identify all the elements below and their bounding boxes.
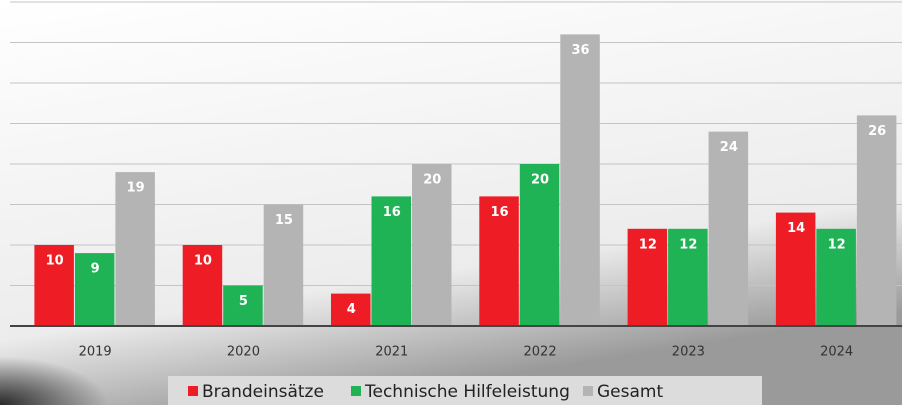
bar [263,204,304,326]
bar [412,164,452,326]
data-label: 16 [383,205,401,220]
x-tick-label: 2020 [227,345,260,360]
data-label: 12 [639,237,657,252]
data-label: 16 [491,205,509,220]
data-label: 10 [194,254,212,269]
data-label: 5 [239,294,248,309]
data-label: 20 [423,173,441,188]
data-label: 15 [275,213,293,228]
x-tick-label: 2021 [375,345,408,360]
data-label: 36 [572,43,590,58]
bar [479,196,519,326]
bar [115,172,155,326]
bar [519,164,560,326]
bar [775,212,816,326]
legend-swatch [583,386,593,396]
data-label: 26 [868,124,886,139]
bar [223,285,263,326]
data-label: 10 [46,254,64,269]
x-tick-label: 2019 [79,345,112,360]
data-label: 9 [91,262,100,277]
bar [627,228,668,326]
bar [668,228,708,326]
bar [74,253,115,326]
legend-label: Technische Hilfeleistung [364,382,570,402]
bar [34,245,74,326]
bar [708,131,749,326]
bar [371,196,411,326]
bar [816,228,856,326]
bar [331,293,371,326]
data-label: 12 [828,237,846,252]
bar [856,115,897,327]
x-tick-label: 2022 [524,345,557,360]
legend-label: Gesamt [597,382,663,402]
data-label: 24 [720,140,738,155]
data-label: 4 [347,302,356,317]
data-label: 20 [531,173,549,188]
legend-label: Brandeinsätze [202,382,324,402]
legend-swatch [351,386,361,396]
bar [182,245,223,326]
legend-swatch [188,386,198,396]
x-tick-label: 2024 [820,345,853,360]
x-tick-label: 2023 [672,345,705,360]
data-label: 14 [787,221,805,236]
bar [560,34,600,327]
data-label: 19 [127,181,145,196]
legend-box [168,376,762,405]
data-label: 12 [679,237,697,252]
